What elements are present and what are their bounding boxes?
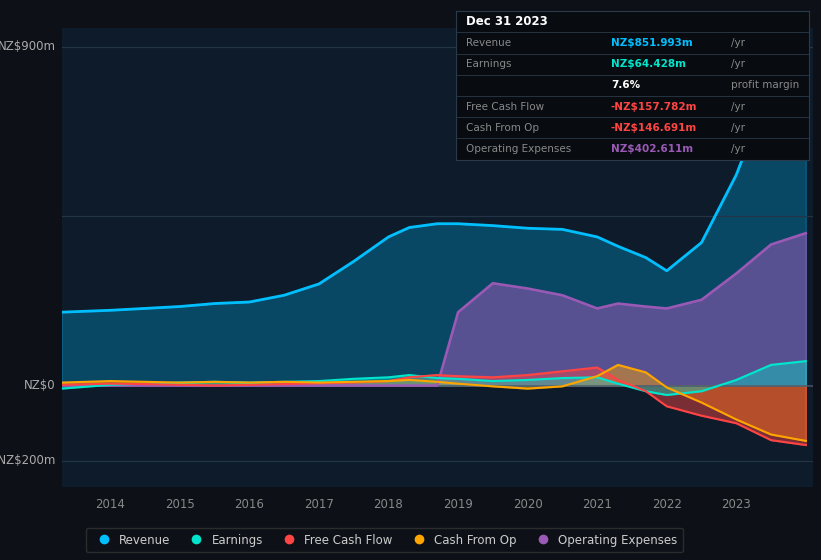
Legend: Revenue, Earnings, Free Cash Flow, Cash From Op, Operating Expenses: Revenue, Earnings, Free Cash Flow, Cash …	[86, 528, 683, 553]
Text: Revenue: Revenue	[466, 38, 511, 48]
Text: -NZ$157.782m: -NZ$157.782m	[611, 101, 698, 111]
Text: /yr: /yr	[731, 123, 745, 133]
Text: Earnings: Earnings	[466, 59, 511, 69]
Text: /yr: /yr	[731, 101, 745, 111]
Text: NZ$0: NZ$0	[24, 379, 56, 392]
Text: NZ$851.993m: NZ$851.993m	[611, 38, 693, 48]
Text: 7.6%: 7.6%	[611, 81, 640, 90]
Text: profit margin: profit margin	[731, 81, 800, 90]
Text: NZ$64.428m: NZ$64.428m	[611, 59, 686, 69]
Text: /yr: /yr	[731, 38, 745, 48]
Text: Free Cash Flow: Free Cash Flow	[466, 101, 544, 111]
Text: /yr: /yr	[731, 144, 745, 154]
Text: NZ$402.611m: NZ$402.611m	[611, 144, 693, 154]
Text: Dec 31 2023: Dec 31 2023	[466, 15, 548, 29]
Text: Operating Expenses: Operating Expenses	[466, 144, 571, 154]
Text: Cash From Op: Cash From Op	[466, 123, 539, 133]
Text: /yr: /yr	[731, 59, 745, 69]
Text: -NZ$200m: -NZ$200m	[0, 454, 56, 468]
Text: NZ$900m: NZ$900m	[0, 40, 56, 53]
Text: -NZ$146.691m: -NZ$146.691m	[611, 123, 697, 133]
